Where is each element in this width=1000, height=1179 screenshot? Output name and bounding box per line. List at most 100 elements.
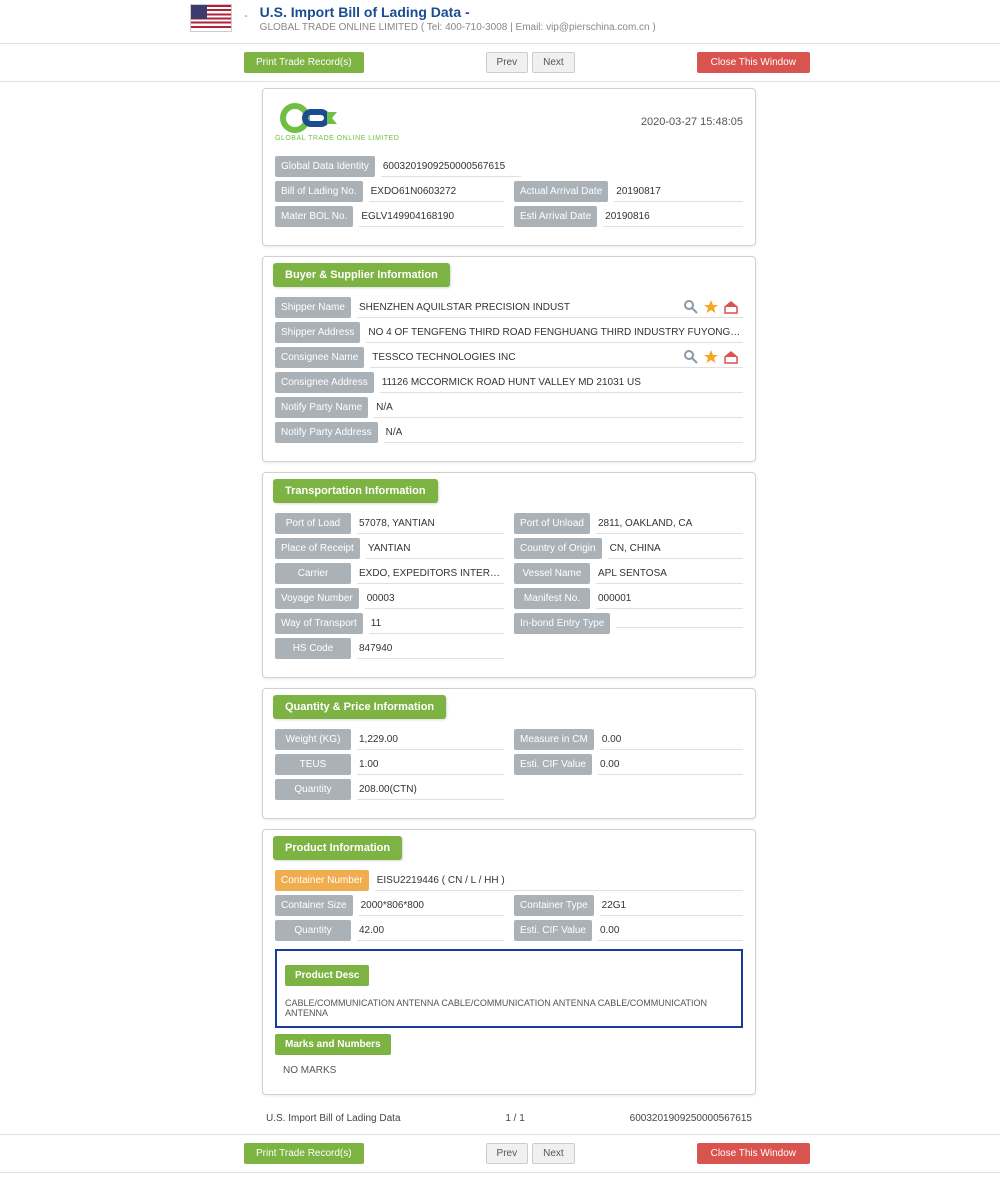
- label-pol: Port of Load: [275, 513, 351, 534]
- search-icon[interactable]: [683, 349, 699, 365]
- value-actual: 20190817: [614, 182, 743, 202]
- value-weight: 1,229.00: [357, 730, 504, 750]
- value-inbond: [616, 619, 743, 628]
- label-carrier: Carrier: [275, 563, 351, 584]
- label-pcif: Esti. CIF Value: [514, 920, 592, 941]
- logo-text: [275, 101, 399, 135]
- home-icon[interactable]: [723, 299, 739, 315]
- label-container-type: Container Type: [514, 895, 594, 916]
- search-icon[interactable]: [683, 299, 699, 315]
- toolbar-top: Print Trade Record(s) Prev Next Close Th…: [0, 43, 1000, 82]
- value-gdi: 6003201909250000567615: [381, 157, 521, 177]
- label-desc: Product Desc: [285, 965, 369, 986]
- label-inbond: In-bond Entry Type: [514, 613, 610, 634]
- label-actual: Actual Arrival Date: [514, 181, 608, 202]
- value-notify-addr: N/A: [384, 423, 743, 443]
- label-manifest: Manifest No.: [514, 588, 590, 609]
- label-qty: Quantity: [275, 779, 351, 800]
- transport-card: Transportation Information Port of Load5…: [262, 472, 756, 678]
- label-esti: Esti Arrival Date: [514, 206, 597, 227]
- value-pqty: 42.00: [357, 921, 504, 941]
- value-pou: 2811, OAKLAND, CA: [596, 514, 743, 534]
- value-measure: 0.00: [600, 730, 743, 750]
- label-measure: Measure in CM: [514, 729, 594, 750]
- value-vessel: APL SENTOSA: [596, 564, 743, 584]
- label-vessel: Vessel Name: [514, 563, 590, 584]
- product-card: Product Information Container Number EIS…: [262, 829, 756, 1095]
- value-marks: NO MARKS: [275, 1061, 743, 1080]
- label-way: Way of Transport: [275, 613, 363, 634]
- print-button[interactable]: Print Trade Record(s): [244, 52, 364, 73]
- parties-card: Buyer & Supplier Information Shipper Nam…: [262, 256, 756, 462]
- star-icon[interactable]: [703, 349, 719, 365]
- label-shipper-name: Shipper Name: [275, 297, 351, 318]
- label-notify-name: Notify Party Name: [275, 397, 368, 418]
- value-way: 11: [369, 614, 504, 634]
- label-cif: Esti. CIF Value: [514, 754, 592, 775]
- dash: -: [244, 4, 248, 22]
- label-gdi: Global Data Identity: [275, 156, 375, 177]
- product-title: Product Information: [273, 836, 402, 860]
- value-por: YANTIAN: [366, 539, 504, 559]
- label-pou: Port of Unload: [514, 513, 590, 534]
- logo: GLOBAL TRADE ONLINE LIMITED: [275, 101, 399, 142]
- identity-card: GLOBAL TRADE ONLINE LIMITED 2020-03-27 1…: [262, 88, 756, 246]
- value-voyage: 00003: [365, 589, 504, 609]
- close-button[interactable]: Close This Window: [697, 52, 810, 73]
- prev-button[interactable]: Prev: [486, 1143, 529, 1164]
- transport-title: Transportation Information: [273, 479, 438, 503]
- footer-right: 6003201909250000567615: [630, 1113, 752, 1124]
- value-container-no: EISU2219446 ( CN / L / HH ): [375, 871, 743, 891]
- close-button[interactable]: Close This Window: [697, 1143, 810, 1164]
- value-cif: 0.00: [598, 755, 743, 775]
- label-bol: Bill of Lading No.: [275, 181, 363, 202]
- label-pqty: Quantity: [275, 920, 351, 941]
- next-button[interactable]: Next: [532, 1143, 575, 1164]
- footer-left: U.S. Import Bill of Lading Data: [266, 1113, 401, 1124]
- label-container-no: Container Number: [275, 870, 369, 891]
- label-container-size: Container Size: [275, 895, 353, 916]
- value-container-type: 22G1: [600, 896, 743, 916]
- home-icon[interactable]: [723, 349, 739, 365]
- logo-sub: GLOBAL TRADE ONLINE LIMITED: [275, 135, 399, 142]
- value-master: EGLV149904168190: [359, 207, 504, 227]
- value-hs: 847940: [357, 639, 504, 659]
- label-consignee-addr: Consignee Address: [275, 372, 374, 393]
- value-shipper-addr: NO 4 OF TENGFENG THIRD ROAD FENGHUANG TH…: [366, 323, 743, 343]
- footer-mid: 1 / 1: [505, 1113, 524, 1124]
- product-desc-box: Product Desc CABLE/COMMUNICATION ANTENNA…: [275, 949, 743, 1028]
- label-consignee-name: Consignee Name: [275, 347, 364, 368]
- label-marks: Marks and Numbers: [275, 1034, 391, 1055]
- toolbar-bottom: Print Trade Record(s) Prev Next Close Th…: [0, 1134, 1000, 1173]
- star-icon[interactable]: [703, 299, 719, 315]
- value-carrier: EXDO, EXPEDITORS INTERNATIONAL: [357, 564, 504, 584]
- value-qty: 208.00(CTN): [357, 780, 504, 800]
- label-teus: TEUS: [275, 754, 351, 775]
- print-button[interactable]: Print Trade Record(s): [244, 1143, 364, 1164]
- value-desc: CABLE/COMMUNICATION ANTENNA CABLE/COMMUN…: [285, 998, 733, 1018]
- value-notify-name: N/A: [374, 398, 743, 418]
- value-pcif: 0.00: [598, 921, 743, 941]
- value-esti: 20190816: [603, 207, 743, 227]
- value-consignee-addr: 11126 MCCORMICK ROAD HUNT VALLEY MD 2103…: [380, 373, 743, 393]
- page-header: - U.S. Import Bill of Lading Data - GLOB…: [0, 0, 1000, 37]
- label-por: Place of Receipt: [275, 538, 360, 559]
- record-footer: U.S. Import Bill of Lading Data 1 / 1 60…: [262, 1105, 756, 1128]
- page-title: U.S. Import Bill of Lading Data -: [260, 4, 656, 20]
- label-hs: HS Code: [275, 638, 351, 659]
- value-bol: EXDO61N0603272: [369, 182, 504, 202]
- page-subtitle: GLOBAL TRADE ONLINE LIMITED ( Tel: 400-7…: [260, 22, 656, 33]
- label-voyage: Voyage Number: [275, 588, 359, 609]
- prev-button[interactable]: Prev: [486, 52, 529, 73]
- value-container-size: 2000*806*800: [359, 896, 504, 916]
- label-shipper-addr: Shipper Address: [275, 322, 360, 343]
- label-notify-addr: Notify Party Address: [275, 422, 378, 443]
- label-coo: Country of Origin: [514, 538, 602, 559]
- value-coo: CN, CHINA: [608, 539, 743, 559]
- value-manifest: 000001: [596, 589, 743, 609]
- next-button[interactable]: Next: [532, 52, 575, 73]
- value-teus: 1.00: [357, 755, 504, 775]
- flag-us-icon: [190, 4, 232, 32]
- label-master: Mater BOL No.: [275, 206, 353, 227]
- quantity-card: Quantity & Price Information Weight (KG)…: [262, 688, 756, 819]
